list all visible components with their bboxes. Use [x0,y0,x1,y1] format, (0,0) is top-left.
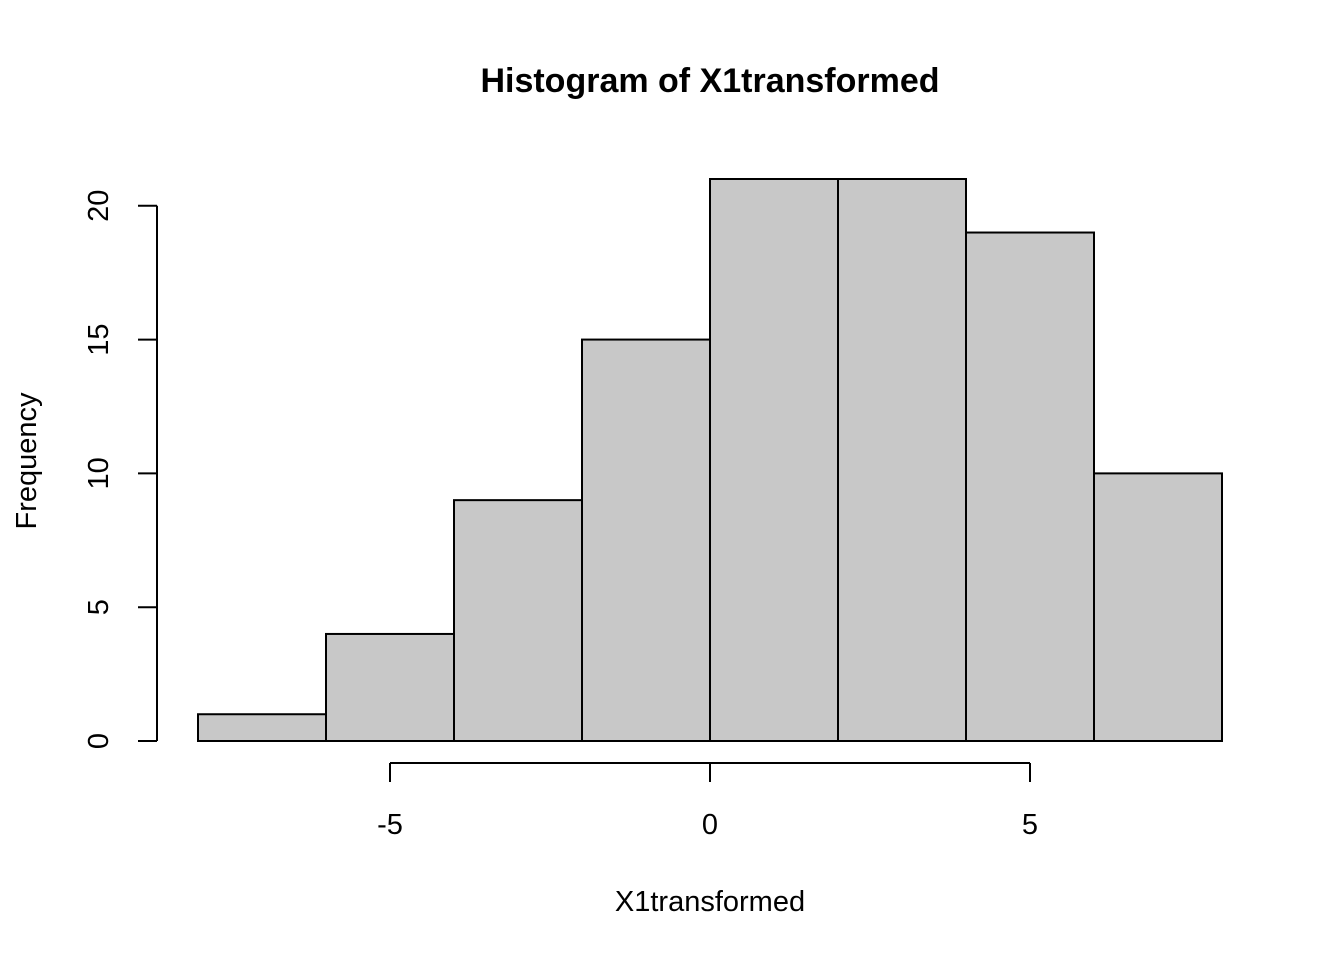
histogram-bar [837,178,967,742]
y-axis: 0 5 10 15 20 [83,190,158,749]
x-tick-label: -5 [377,809,403,841]
y-tick-label: 0 [83,733,115,749]
histogram-bar [197,713,327,743]
y-tick-label: 10 [83,457,115,489]
histogram-bar [581,338,711,742]
histogram-bars [197,178,1223,743]
histogram-bar [453,499,583,742]
chart-title: Histogram of X1transformed [480,62,939,100]
x-tick-label: 5 [1022,809,1038,841]
histogram-bar [325,632,455,743]
histogram-bar [709,178,839,742]
histogram-bar [965,231,1095,742]
y-tick-label: 20 [83,190,115,222]
x-axis: -5 0 5 [377,762,1038,841]
x-tick-label: 0 [702,809,718,841]
y-tick-label: 5 [83,599,115,615]
histogram-bar [1093,472,1223,742]
y-tick-label: 15 [83,323,115,355]
x-axis-label: X1transformed [615,886,805,918]
y-axis-label: Frequency [11,392,43,530]
